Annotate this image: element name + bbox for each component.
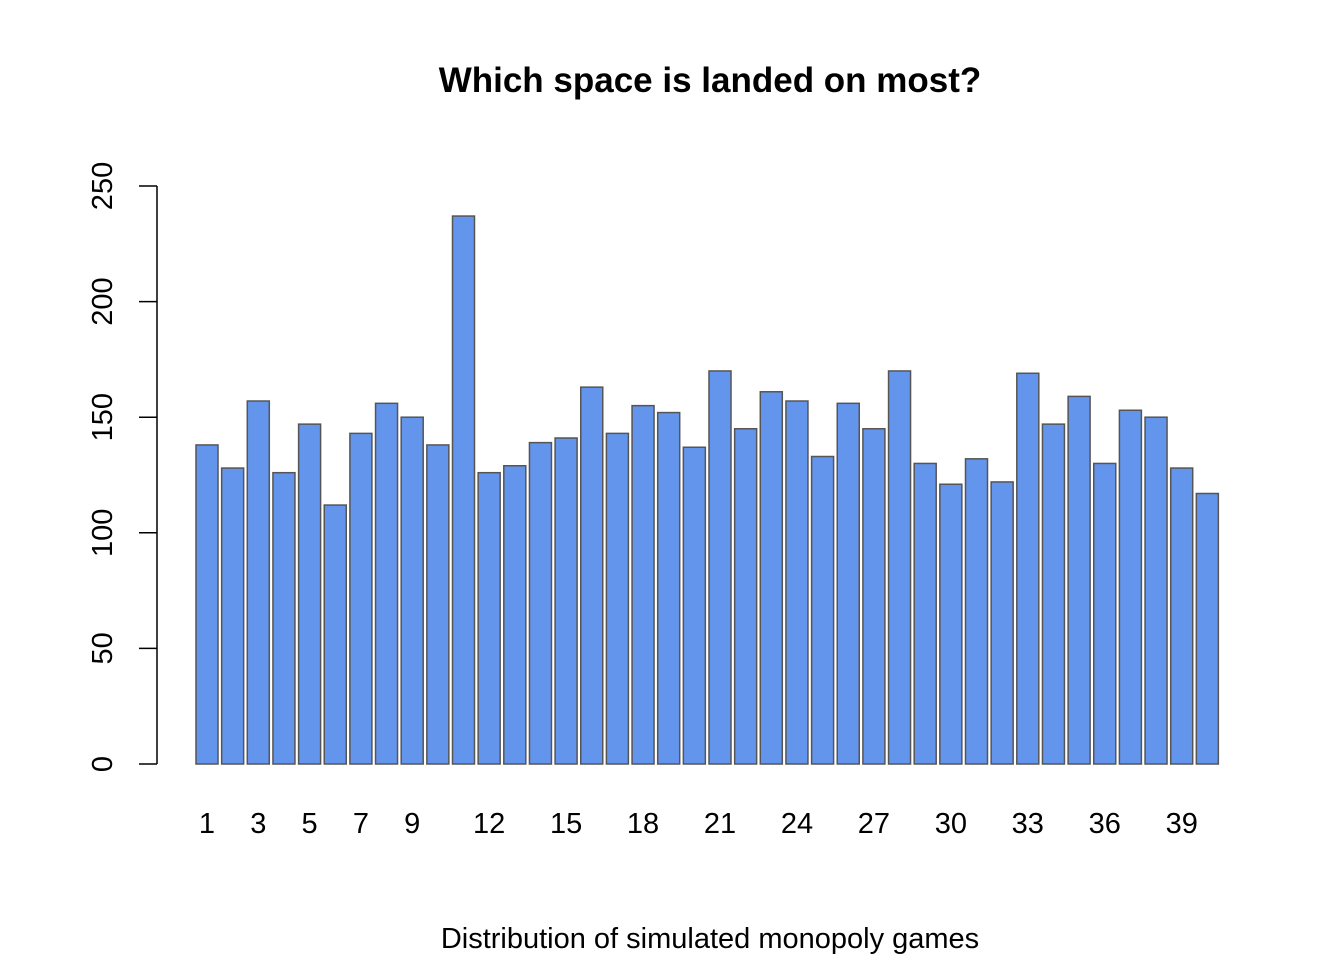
bar-space-16 — [580, 386, 604, 765]
bar-space-30 — [939, 483, 963, 765]
bar-space-12 — [477, 471, 501, 765]
x-tick-label: 27 — [858, 808, 890, 840]
y-tick-label: 100 — [87, 509, 119, 557]
bar-space-9 — [400, 416, 424, 765]
bar-space-14 — [528, 441, 553, 765]
bar-space-34 — [1041, 423, 1066, 765]
x-tick-label: 30 — [935, 808, 967, 840]
y-tick-label: 150 — [87, 393, 119, 441]
x-tick-label: 15 — [550, 808, 582, 840]
bar-space-19 — [656, 411, 681, 765]
y-tick-label: 50 — [87, 632, 119, 664]
x-tick-label: 9 — [404, 808, 420, 840]
x-tick-label: 12 — [473, 808, 505, 840]
x-tick-label: 7 — [353, 808, 369, 840]
bar-space-21 — [708, 370, 732, 765]
chart-title: Which space is landed on most? — [439, 61, 982, 100]
bar-space-2 — [220, 467, 245, 765]
x-tick-label: 1 — [199, 808, 215, 840]
bars-group — [195, 215, 1220, 765]
bar-space-18 — [631, 404, 655, 765]
bar-space-5 — [297, 423, 322, 765]
x-tick-label: 18 — [627, 808, 659, 840]
bar-space-17 — [605, 432, 630, 765]
bar-space-31 — [964, 458, 989, 765]
x-axis: 1 3 5 7 9 12 15 18 21 24 27 30 33 36 39 — [199, 808, 1198, 840]
bar-space-36 — [1093, 462, 1117, 765]
bar-space-24 — [785, 400, 809, 765]
bar-space-7 — [349, 432, 373, 765]
y-tick-label: 0 — [87, 756, 119, 772]
x-tick-label: 21 — [704, 808, 736, 840]
bar-space-8 — [374, 402, 399, 765]
bar-space-23 — [759, 391, 784, 765]
bar-space-11 — [451, 215, 476, 765]
bar-space-38 — [1144, 416, 1168, 765]
bar-space-35 — [1067, 395, 1091, 765]
bar-space-6 — [323, 504, 347, 765]
x-tick-label: 3 — [250, 808, 266, 840]
bar-space-40 — [1195, 492, 1220, 765]
bar-space-28 — [887, 370, 912, 765]
bar-space-22 — [733, 428, 758, 765]
bar-space-13 — [503, 465, 527, 765]
bar-space-39 — [1169, 467, 1194, 765]
bar-space-27 — [862, 428, 886, 765]
bar-space-29 — [913, 462, 937, 765]
y-axis: 0 50 100 150 200 250 — [87, 162, 158, 772]
y-tick-label: 250 — [87, 162, 119, 210]
bar-space-37 — [1118, 409, 1143, 765]
x-tick-label: 5 — [302, 808, 318, 840]
x-tick-label: 24 — [781, 808, 813, 840]
bar-space-15 — [554, 437, 578, 765]
bar-space-33 — [1016, 372, 1040, 765]
bar-space-20 — [682, 446, 707, 765]
x-tick-label: 36 — [1089, 808, 1121, 840]
x-tick-label: 39 — [1166, 808, 1198, 840]
x-tick-label: 33 — [1012, 808, 1044, 840]
bar-space-4 — [272, 471, 296, 765]
bar-space-26 — [836, 402, 860, 765]
bar-space-10 — [426, 444, 450, 765]
bar-space-3 — [246, 400, 271, 765]
x-axis-label: Distribution of simulated monopoly games — [441, 923, 979, 955]
bar-space-25 — [810, 455, 835, 765]
y-tick-label: 200 — [87, 277, 119, 325]
bar-space-1 — [195, 444, 219, 765]
bar-space-32 — [990, 481, 1014, 765]
